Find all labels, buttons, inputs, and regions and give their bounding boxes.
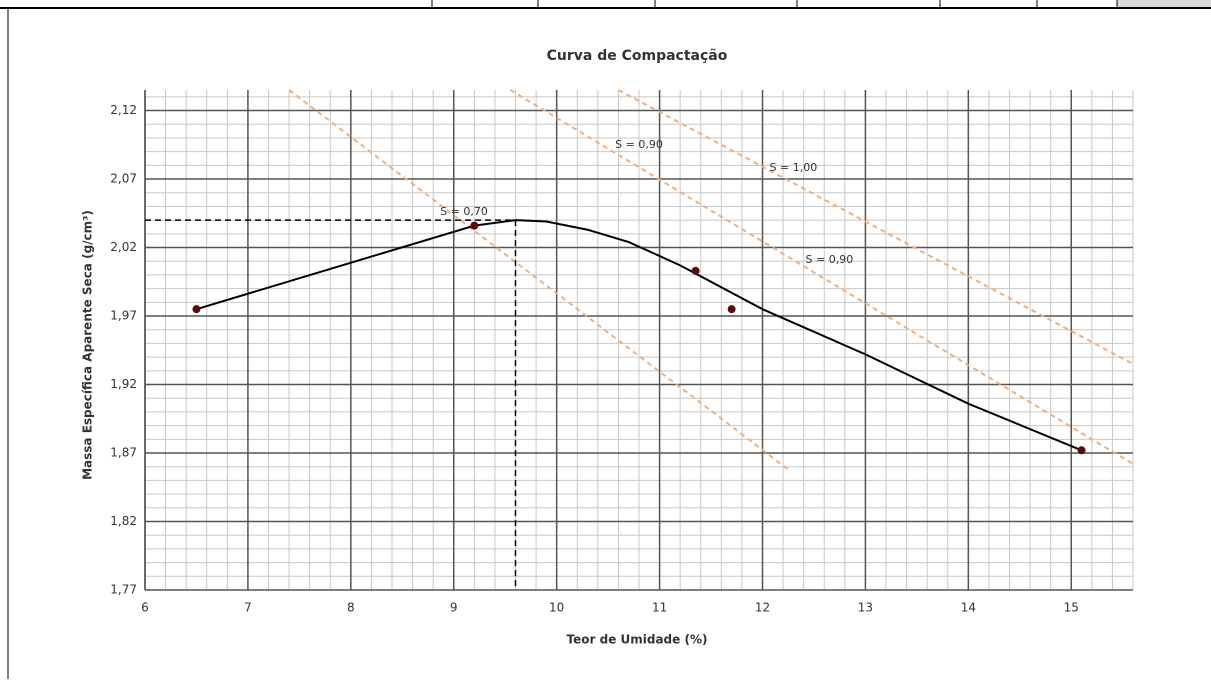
saturation-line xyxy=(617,89,1134,365)
x-tick-label: 12 xyxy=(755,601,770,615)
y-axis-title: Massa Específica Aparente Seca (g/cm³) xyxy=(81,210,95,480)
data-point xyxy=(727,305,736,314)
data-point xyxy=(192,305,201,314)
x-tick-label: 10 xyxy=(549,601,564,615)
chart-title: Curva de Compactação xyxy=(547,48,728,64)
x-tick-label: 7 xyxy=(244,601,252,615)
data-point xyxy=(691,266,700,275)
annotation: S = 0,70 xyxy=(440,205,488,218)
saturation-line xyxy=(509,89,1134,465)
y-tick-label: 1,92 xyxy=(110,377,137,391)
x-tick-label: 15 xyxy=(1064,601,1079,615)
y-tick-label: 2,07 xyxy=(110,172,137,186)
x-tick-label: 9 xyxy=(450,601,458,615)
y-tick-label: 1,77 xyxy=(110,583,137,597)
curve xyxy=(196,219,1082,452)
y-tick-label: 1,82 xyxy=(110,514,137,528)
x-tick-label: 13 xyxy=(858,601,873,615)
data-point xyxy=(1077,446,1086,455)
data-point xyxy=(470,221,479,230)
y-tick-label: 1,87 xyxy=(110,446,137,460)
annotation: S = 1,00 xyxy=(770,161,818,174)
saturation-line xyxy=(288,89,789,471)
x-tick-label: 11 xyxy=(652,601,667,615)
y-tick-label: 2,02 xyxy=(110,240,137,254)
y-tick-label: 2,12 xyxy=(110,103,137,117)
x-tick-label: 6 xyxy=(141,601,149,615)
y-tick-label: 1,97 xyxy=(110,309,137,323)
table-cell xyxy=(1117,0,1211,8)
annotation: S = 0,90 xyxy=(615,138,663,151)
x-axis-title: Teor de Umidade (%) xyxy=(567,633,708,647)
x-tick-label: 14 xyxy=(961,601,976,615)
annotation: S = 0,90 xyxy=(806,253,854,266)
x-tick-label: 8 xyxy=(347,601,355,615)
